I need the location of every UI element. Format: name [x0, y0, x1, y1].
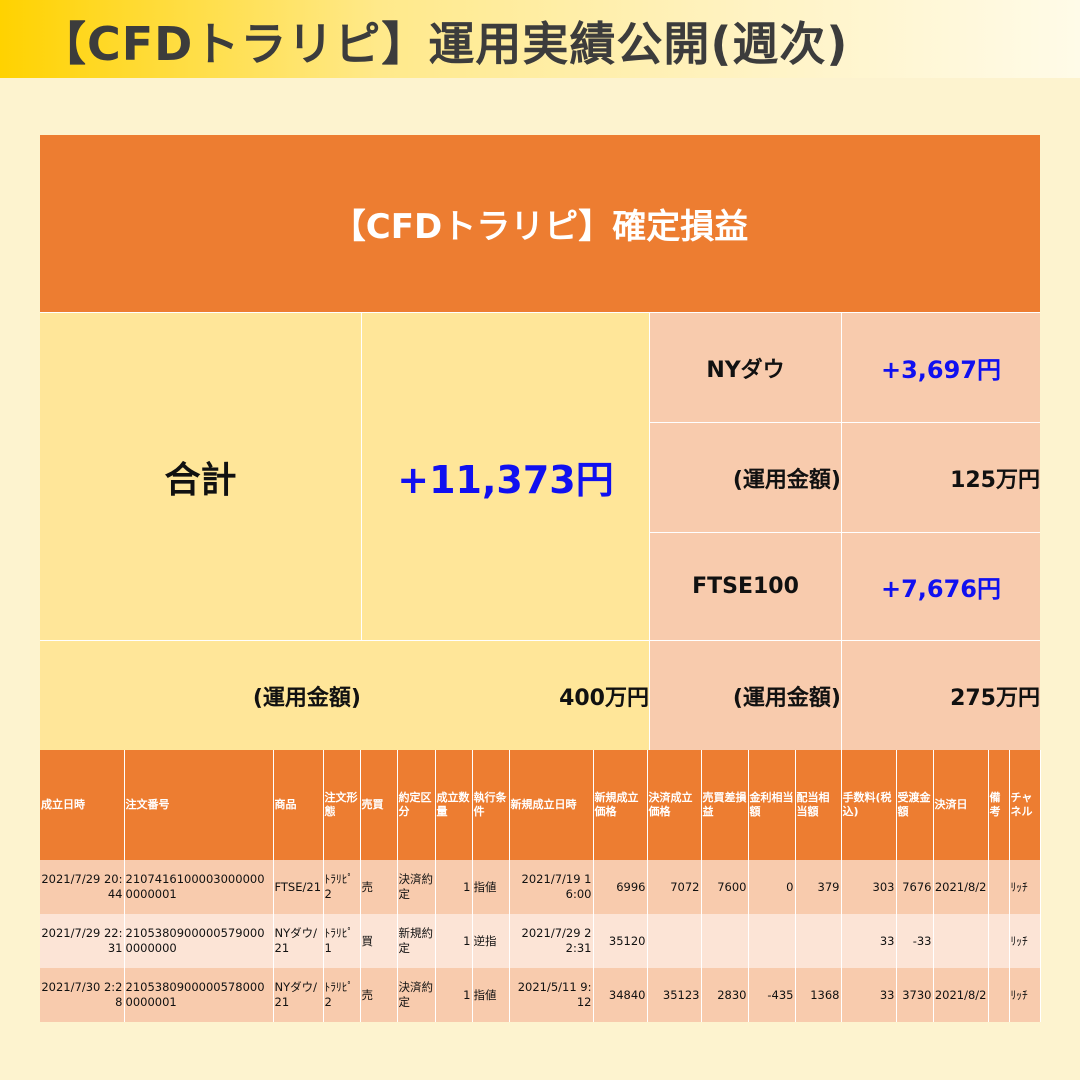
table-cell: 指値	[472, 860, 510, 914]
table-cell: 2021/8/2	[933, 860, 989, 914]
column-header: 手数料(税込)	[841, 750, 897, 860]
table-cell: 決済約定	[397, 860, 436, 914]
table-cell: 33	[841, 914, 897, 968]
table-row: 2021/7/30 2:28 2105380900000578000000000…	[40, 968, 1041, 1022]
product-profit-ftse100: +7,676円	[841, 532, 1040, 640]
total-fund-label: (運用金額)	[40, 640, 361, 750]
total-fund-value: 400万円	[361, 640, 649, 750]
column-header: 売買	[360, 750, 398, 860]
column-header: 受渡金額	[896, 750, 934, 860]
table-cell: ﾘｯﾁ	[1009, 914, 1041, 968]
table-cell: 決済約定	[397, 968, 436, 1022]
table-header-row: 成立日時 注文番号 商品 注文形態 売買 約定区分 成立数量 執行条件 新規成立…	[40, 750, 1041, 860]
table-cell: ﾄﾗﾘﾋﾟ2	[323, 860, 361, 914]
profit-summary-card: 【CFDトラリピ】確定損益 合計 +11,373円 (運用金額) 400万円 N…	[40, 135, 1040, 750]
table-cell: 379	[795, 860, 842, 914]
table-cell: 33	[841, 968, 897, 1022]
table-cell: 1	[435, 968, 473, 1022]
table-cell: NYダウ/21	[273, 968, 324, 1022]
table-cell: 2021/7/29 20:44	[40, 860, 125, 914]
column-header: 売買差損益	[701, 750, 749, 860]
table-cell: 2021/8/2	[933, 968, 989, 1022]
column-header: チャネル	[1009, 750, 1041, 860]
table-cell: NYダウ/21	[273, 914, 324, 968]
column-header: 金利相当額	[748, 750, 796, 860]
product-fund-label-nydow: (運用金額)	[649, 422, 841, 532]
table-cell: ﾄﾗﾘﾋﾟ1	[323, 914, 361, 968]
table-cell: 2021/5/11 9:12	[509, 968, 594, 1022]
total-profit-value: +11,373円	[361, 312, 649, 640]
table-cell: 逆指	[472, 914, 510, 968]
table-cell: 34840	[593, 968, 648, 1022]
column-header: 決済日	[933, 750, 989, 860]
title-bar: 【CFDトラリピ】運用実績公開(週次)	[0, 0, 1080, 78]
table-cell: FTSE/21	[273, 860, 324, 914]
total-label: 合計	[40, 312, 361, 640]
table-cell	[647, 914, 702, 968]
table-cell: 0	[748, 860, 796, 914]
column-header: 成立数量	[435, 750, 473, 860]
column-header: 成立日時	[40, 750, 125, 860]
table-cell	[748, 914, 796, 968]
table-cell: 2021/7/29 22:31	[509, 914, 594, 968]
table-row: 2021/7/29 20:44 210741610000300000000000…	[40, 860, 1041, 914]
column-header: 注文形態	[323, 750, 361, 860]
product-fund-value-nydow: 125万円	[841, 422, 1040, 532]
product-fund-value-ftse100: 275万円	[841, 640, 1040, 750]
table-cell: 3730	[896, 968, 934, 1022]
column-header: 配当相当額	[795, 750, 842, 860]
column-header: 注文番号	[124, 750, 274, 860]
table-cell: 35120	[593, 914, 648, 968]
column-header: 決済成立価格	[647, 750, 702, 860]
column-header: 商品	[273, 750, 324, 860]
table-cell: 21053809000005790000000000	[124, 914, 274, 968]
table-cell: 1368	[795, 968, 842, 1022]
trade-history-table: 成立日時 注文番号 商品 注文形態 売買 約定区分 成立数量 執行条件 新規成立…	[40, 750, 1041, 1022]
table-cell: 2021/7/29 22:31	[40, 914, 125, 968]
product-profit-nydow: +3,697円	[841, 312, 1040, 422]
table-cell: 売	[360, 968, 398, 1022]
table-cell: 1	[435, 860, 473, 914]
table-cell: -33	[896, 914, 934, 968]
table-cell: 1	[435, 914, 473, 968]
table-row: 2021/7/29 22:31 210538090000057900000000…	[40, 914, 1041, 968]
table-cell: 21053809000005780000000001	[124, 968, 274, 1022]
table-cell: 7676	[896, 860, 934, 914]
table-cell: 買	[360, 914, 398, 968]
product-name-nydow: NYダウ	[649, 312, 841, 422]
table-cell: 303	[841, 860, 897, 914]
page-title: 【CFDトラリピ】運用実績公開(週次)	[40, 17, 849, 71]
table-cell: 35123	[647, 968, 702, 1022]
table-cell: 2021/7/30 2:28	[40, 968, 125, 1022]
column-header: 約定区分	[397, 750, 436, 860]
table-cell: 2021/7/19 16:00	[509, 860, 594, 914]
table-cell	[701, 914, 749, 968]
table-cell: 新規約定	[397, 914, 436, 968]
table-cell: 21074161000030000000000001	[124, 860, 274, 914]
product-fund-label-ftse100: (運用金額)	[649, 640, 841, 750]
column-header: 備考	[988, 750, 1010, 860]
column-header: 新規成立価格	[593, 750, 648, 860]
table-cell	[988, 968, 1010, 1022]
table-cell: 7600	[701, 860, 749, 914]
table-cell: 6996	[593, 860, 648, 914]
table-cell: -435	[748, 968, 796, 1022]
table-cell	[988, 914, 1010, 968]
table-cell	[795, 914, 842, 968]
table-cell: 売	[360, 860, 398, 914]
table-cell: 7072	[647, 860, 702, 914]
table-cell: ﾄﾗﾘﾋﾟ2	[323, 968, 361, 1022]
table-cell	[988, 860, 1010, 914]
table-cell: ﾘｯﾁ	[1009, 968, 1041, 1022]
summary-header: 【CFDトラリピ】確定損益	[40, 135, 1040, 312]
product-name-ftse100: FTSE100	[649, 532, 841, 640]
table-cell: ﾘｯﾁ	[1009, 860, 1041, 914]
column-header: 執行条件	[472, 750, 510, 860]
table-cell: 2830	[701, 968, 749, 1022]
table-cell	[933, 914, 989, 968]
column-header: 新規成立日時	[509, 750, 594, 860]
table-cell: 指値	[472, 968, 510, 1022]
